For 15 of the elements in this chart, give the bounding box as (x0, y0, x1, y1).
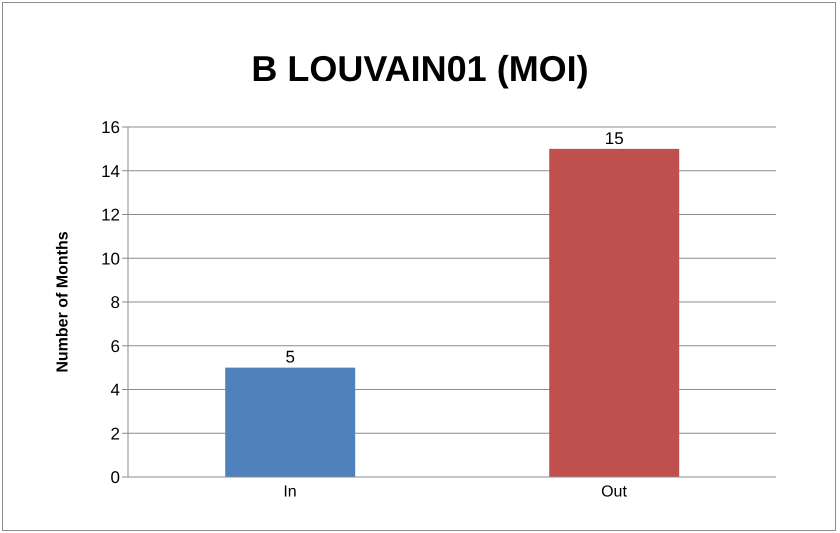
y-axis-title: Number of Months (54, 231, 72, 373)
y-tick-label: 0 (110, 468, 120, 488)
x-tick-label: In (283, 483, 297, 500)
y-tick-label: 12 (101, 206, 120, 225)
chart-title: B LOUVAIN01 (MOI) (250, 48, 590, 90)
y-tick-label: 10 (101, 249, 120, 268)
y-tick-label: 2 (110, 424, 120, 444)
y-tick-label: 8 (110, 293, 120, 312)
y-tick-label: 16 (101, 118, 120, 138)
x-tick-label: Out (601, 483, 628, 500)
y-tick-label: 4 (110, 380, 120, 400)
data-label: 5 (285, 348, 295, 367)
y-tick-label: 6 (110, 336, 120, 356)
data-label: 15 (604, 128, 624, 148)
y-tick-label: 14 (101, 162, 120, 181)
